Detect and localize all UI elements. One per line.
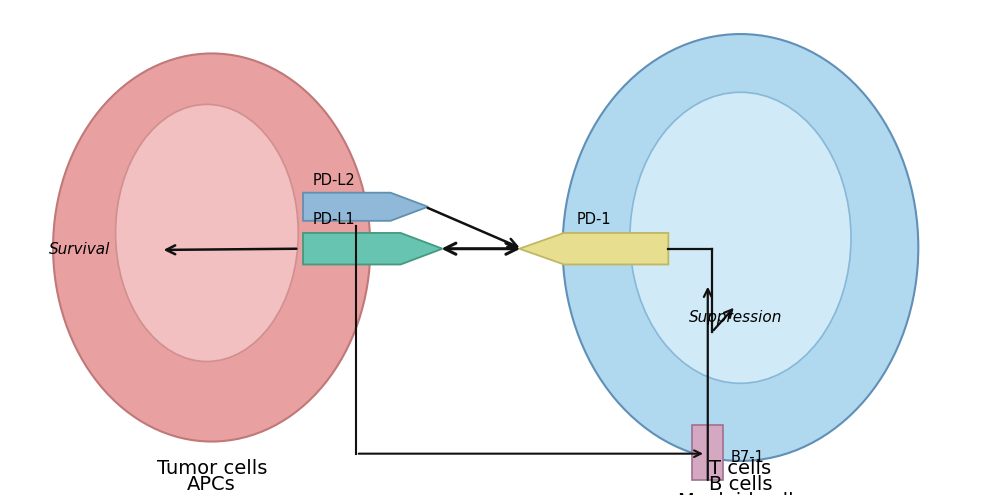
- Polygon shape: [303, 193, 428, 221]
- Text: PD-L1: PD-L1: [313, 212, 355, 227]
- Text: B cells: B cells: [708, 476, 772, 495]
- Text: Tumor cells: Tumor cells: [157, 458, 267, 478]
- Text: T cells: T cells: [709, 458, 771, 478]
- Polygon shape: [303, 233, 442, 264]
- Ellipse shape: [630, 92, 852, 383]
- Text: Myeloid cells: Myeloid cells: [678, 493, 803, 495]
- Bar: [693, 425, 723, 480]
- Text: Suppression: Suppression: [689, 310, 782, 325]
- Text: PD-1: PD-1: [577, 212, 611, 227]
- Text: APCs: APCs: [187, 476, 236, 495]
- Ellipse shape: [53, 53, 371, 442]
- Text: B7-1: B7-1: [731, 449, 765, 465]
- Polygon shape: [519, 233, 668, 264]
- Ellipse shape: [116, 104, 298, 361]
- Text: PD-L2: PD-L2: [313, 173, 355, 188]
- Text: Survival: Survival: [49, 243, 111, 257]
- Ellipse shape: [563, 34, 918, 461]
